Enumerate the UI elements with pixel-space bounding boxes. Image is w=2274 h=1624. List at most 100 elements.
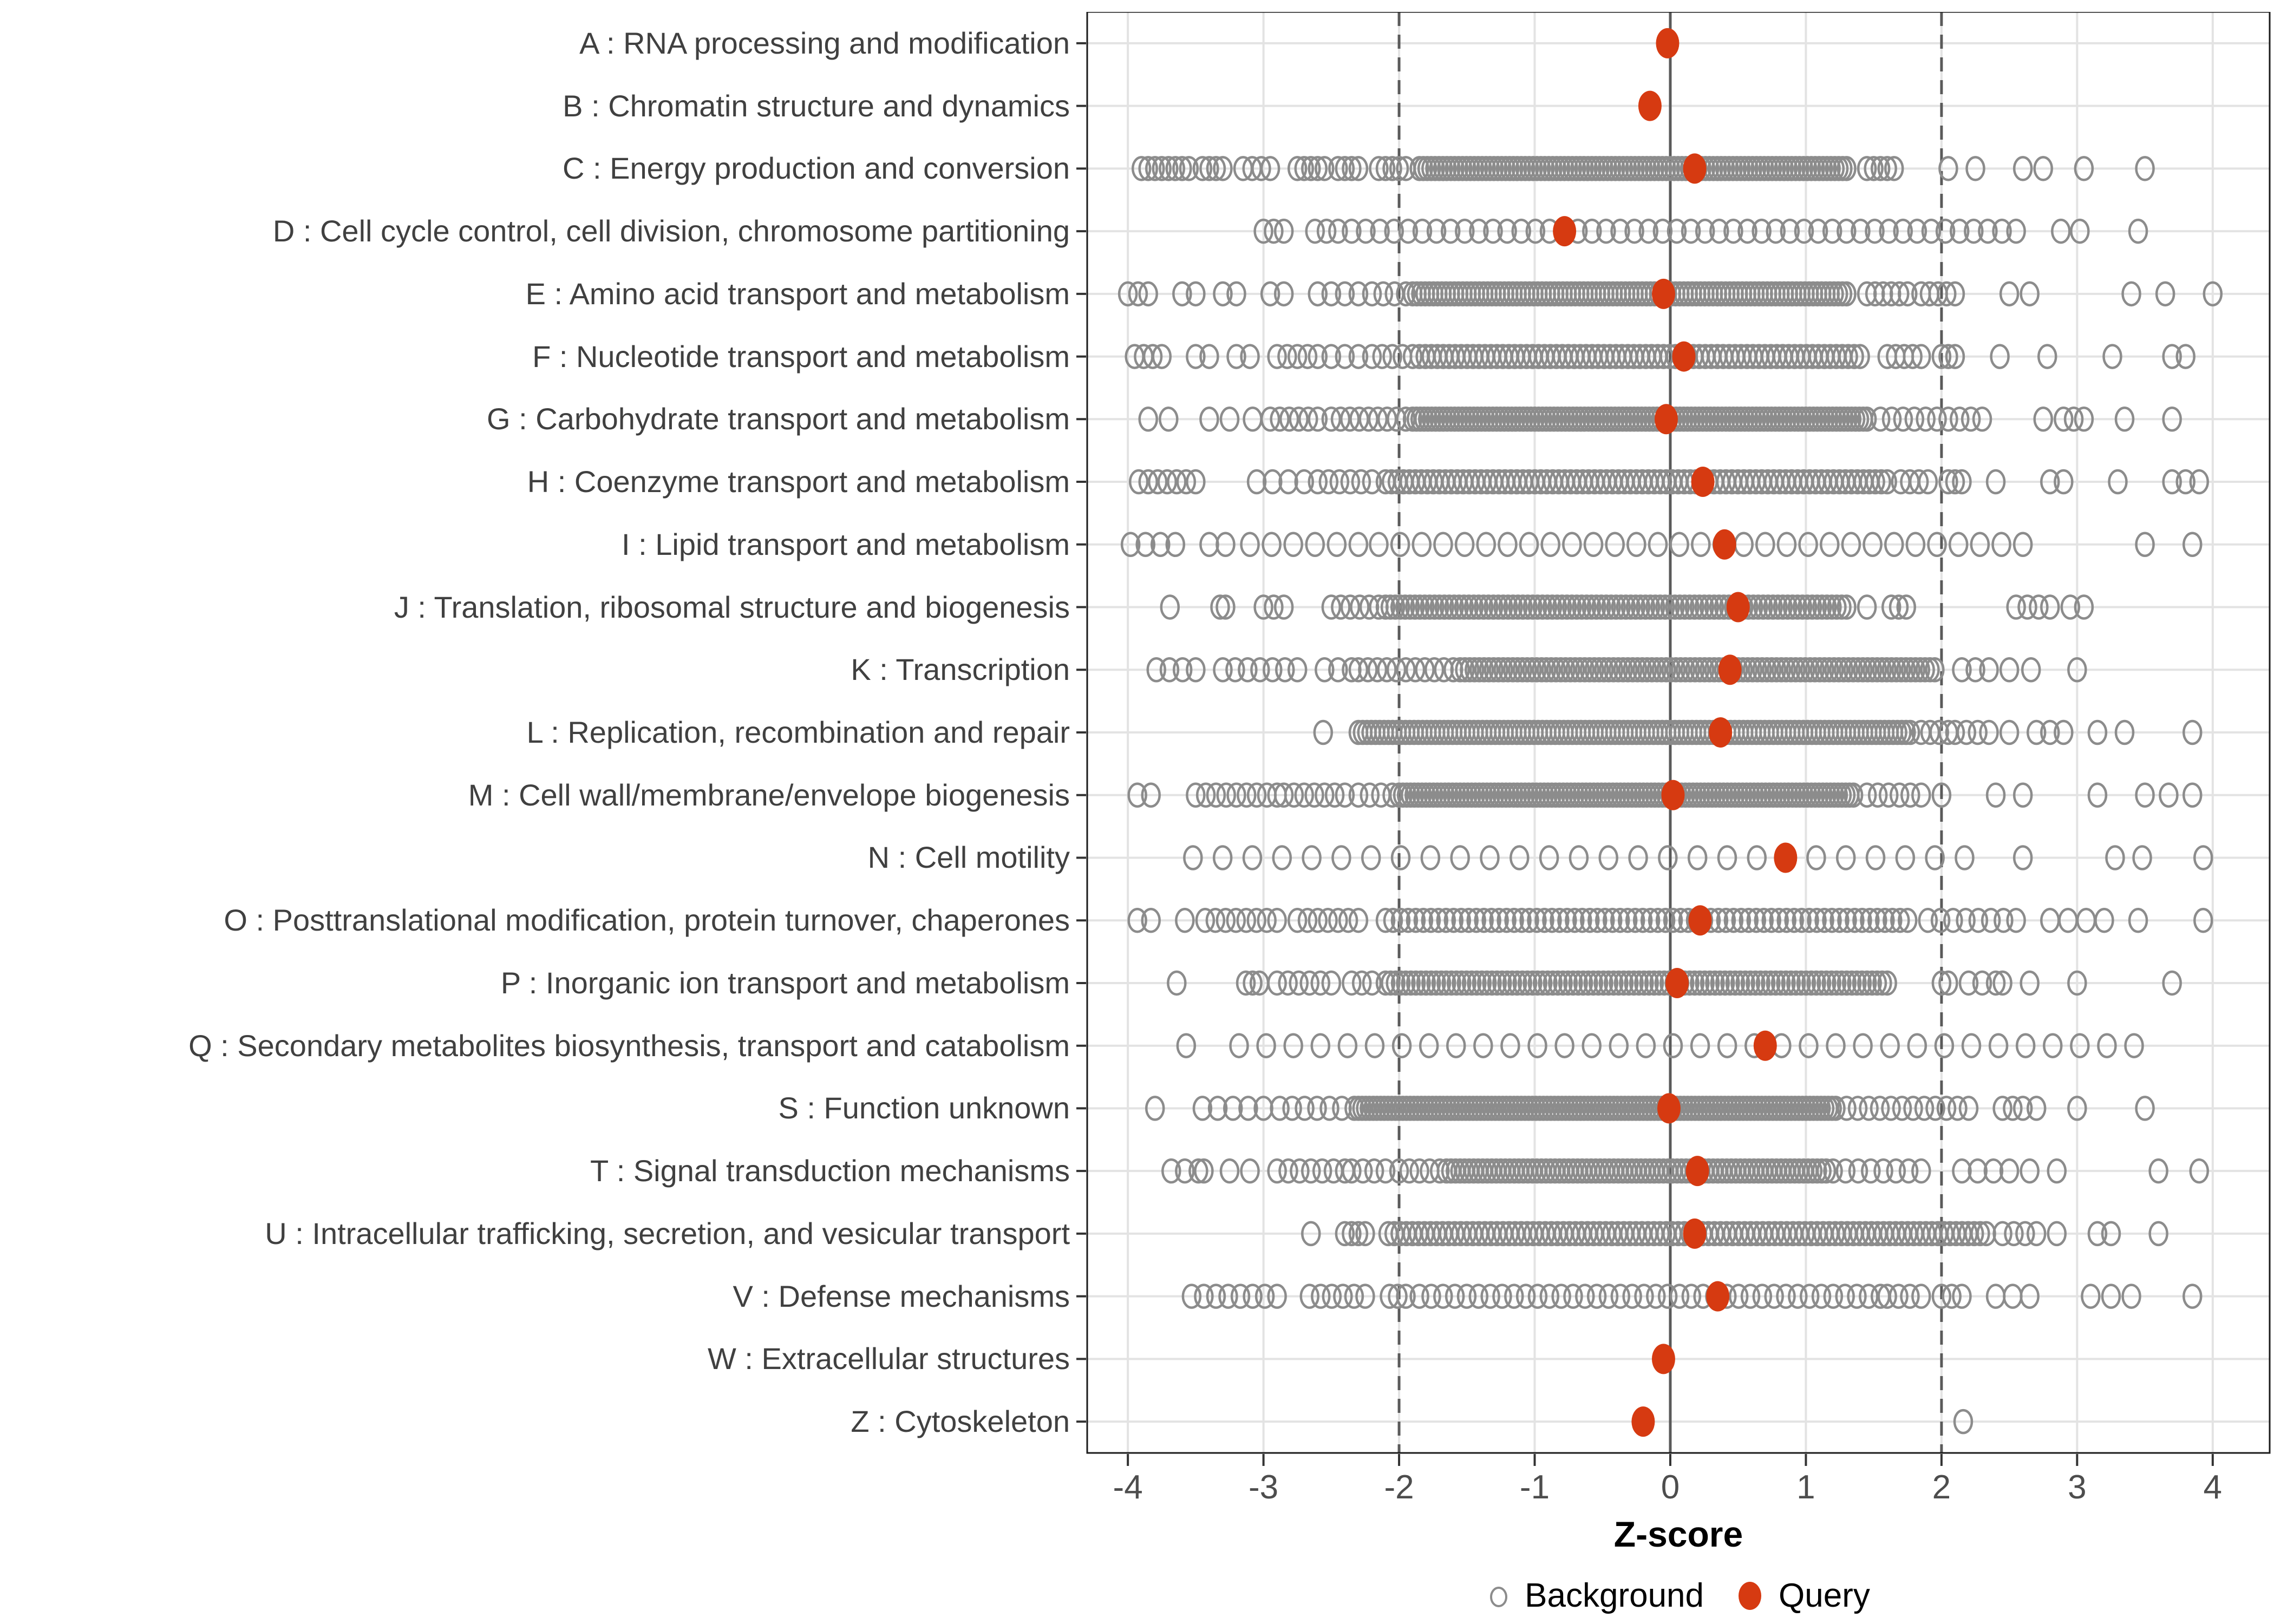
background-point [1348,156,1369,181]
background-point [1273,218,1294,244]
background-point [1994,907,2014,933]
background-point [1337,1033,1358,1058]
background-point [1657,1284,1678,1309]
background-point [1956,907,1976,933]
background-point [1617,907,1638,933]
x-tick-label: 0 [1661,1469,1680,1506]
background-point [1472,970,1492,996]
background-point [1837,1096,1857,1121]
background-point [1412,218,1433,244]
background-point [1150,532,1171,558]
background-point [1342,156,1362,181]
background-point [1952,1158,1972,1184]
background-point [1212,845,1233,870]
background-point [1870,407,1891,432]
background-point [1569,845,1589,870]
background-point [1138,156,1158,181]
background-point [1728,1284,1749,1309]
background-point [2012,532,2033,558]
background-point [1213,156,1233,181]
background-point [1424,657,1445,683]
y-axis-label: K : Transcription [851,652,1070,687]
background-point [1548,970,1568,996]
background-point [1601,594,1621,620]
background-point [1695,970,1715,996]
background-point [1629,970,1649,996]
background-point [1279,407,1299,432]
background-point [1776,532,1797,558]
background-point [2175,344,2195,369]
background-point [1138,281,1158,307]
background-point [1504,907,1524,933]
background-point [1230,1284,1251,1309]
background-point [1658,845,1678,870]
background-point [1160,594,1180,620]
background-point [1925,845,1945,870]
background-point [1272,845,1292,870]
background-point [1877,1284,1897,1309]
background-point [1172,156,1192,181]
background-point [1413,907,1434,933]
background-point [1199,344,1219,369]
background-point [1364,1158,1384,1184]
background-point [1681,218,1701,244]
query-point [1713,529,1736,560]
background-point [1260,281,1280,307]
background-point [1305,532,1325,558]
background-point [1776,970,1796,996]
background-point [1498,657,1518,683]
background-point [2121,281,2141,307]
background-point [2135,532,2155,558]
y-axis-label: G : Carbohydrate transport and metabolis… [487,402,1070,436]
background-point [1246,469,1267,495]
background-point [1348,1221,1369,1247]
background-point [1194,1158,1214,1184]
background-point [1409,1284,1429,1309]
background-point [1175,907,1195,933]
background-point [1584,657,1604,683]
background-point [1796,970,1816,996]
background-point [1835,1158,1856,1184]
background-point [1473,594,1494,620]
background-point [1949,218,1970,244]
background-point [1652,218,1673,244]
background-point [1823,1284,1844,1309]
background-point [1199,156,1219,181]
background-point [1881,407,1902,432]
background-point [1147,469,1168,495]
background-point [1240,344,1260,369]
background-point [2162,970,2182,996]
background-point [1308,156,1328,181]
background-point [1925,657,1945,683]
background-point [1835,845,1856,870]
background-point [1384,218,1404,244]
background-point [1700,970,1720,996]
background-point [1770,970,1791,996]
background-point [1310,970,1331,996]
background-point [1857,970,1877,996]
background-point [1243,970,1263,996]
background-point [1907,1033,1927,1058]
background-point [2004,1221,2024,1247]
query-point [1657,1093,1681,1124]
background-point [1348,657,1369,683]
background-point [1920,657,1940,683]
background-point [1267,1158,1287,1184]
background-point [1364,1033,1385,1058]
background-point [1522,657,1542,683]
background-point [1439,594,1460,620]
background-point [1446,1033,1466,1058]
background-point [1225,657,1245,683]
background-point [1782,594,1803,620]
background-point [1295,1096,1315,1121]
background-point [2132,845,2152,870]
background-point [1651,657,1671,683]
background-point [1883,907,1903,933]
background-point [1841,970,1862,996]
background-point [1493,594,1513,620]
background-point [1362,469,1382,495]
background-point [1329,469,1350,495]
background-point [1389,1158,1409,1184]
background-point [1321,344,1342,369]
background-point [1382,344,1402,369]
